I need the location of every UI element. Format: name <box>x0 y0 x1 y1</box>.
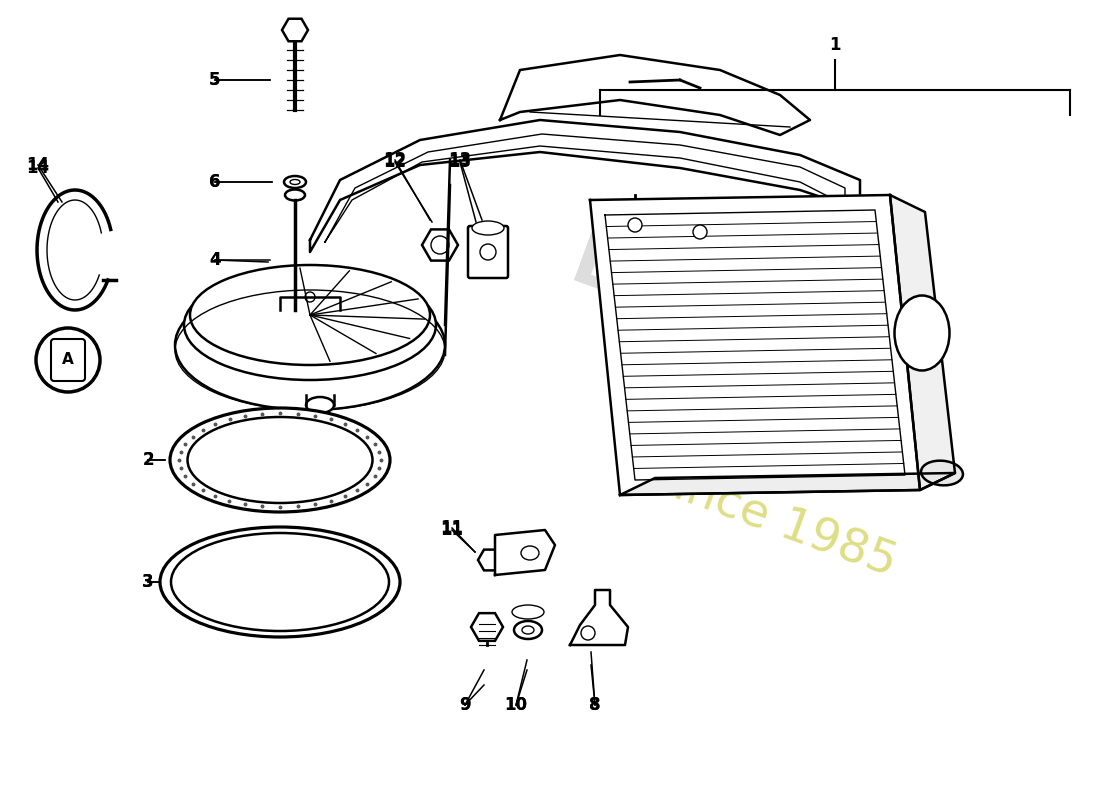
Text: 14: 14 <box>26 156 50 174</box>
Text: 5: 5 <box>209 71 221 89</box>
Text: 2: 2 <box>142 451 154 469</box>
Text: 11: 11 <box>440 521 463 539</box>
Text: 13: 13 <box>449 153 472 171</box>
Ellipse shape <box>170 533 389 631</box>
Ellipse shape <box>184 270 436 380</box>
Text: 13: 13 <box>449 151 472 169</box>
Text: 4: 4 <box>209 251 221 269</box>
Polygon shape <box>590 195 920 495</box>
Text: 10: 10 <box>505 696 528 714</box>
Ellipse shape <box>306 397 334 413</box>
Circle shape <box>807 294 823 310</box>
Ellipse shape <box>284 176 306 188</box>
Text: A: A <box>62 353 74 367</box>
Text: 6: 6 <box>209 173 221 191</box>
Circle shape <box>628 218 642 232</box>
Text: 1: 1 <box>829 36 840 54</box>
Text: a passion for: a passion for <box>604 366 870 498</box>
Text: 9: 9 <box>459 696 471 714</box>
Polygon shape <box>570 590 628 645</box>
Ellipse shape <box>160 527 400 637</box>
Ellipse shape <box>472 221 504 235</box>
Polygon shape <box>620 473 955 495</box>
Circle shape <box>693 225 707 239</box>
Ellipse shape <box>170 408 390 512</box>
Text: 4: 4 <box>209 251 221 269</box>
Text: 6: 6 <box>209 173 221 191</box>
Circle shape <box>832 237 848 253</box>
Ellipse shape <box>512 605 544 619</box>
Ellipse shape <box>285 190 305 201</box>
Text: 3: 3 <box>142 573 154 591</box>
Ellipse shape <box>190 265 430 365</box>
Circle shape <box>36 328 100 392</box>
Text: 10: 10 <box>505 696 528 714</box>
Text: 12: 12 <box>384 151 407 169</box>
Text: 12: 12 <box>384 153 407 171</box>
FancyBboxPatch shape <box>51 339 85 381</box>
Ellipse shape <box>514 621 542 639</box>
Text: Europes: Europes <box>561 226 913 414</box>
Polygon shape <box>495 530 556 575</box>
Ellipse shape <box>175 280 446 410</box>
Text: 3: 3 <box>142 573 154 591</box>
Text: since 1985: since 1985 <box>645 454 903 586</box>
Text: 5: 5 <box>209 71 221 89</box>
Text: 11: 11 <box>440 519 463 537</box>
Text: 14: 14 <box>26 159 50 177</box>
Text: 2: 2 <box>142 451 154 469</box>
FancyBboxPatch shape <box>468 226 508 278</box>
Ellipse shape <box>921 461 962 486</box>
Text: 8: 8 <box>590 696 601 714</box>
Ellipse shape <box>894 295 949 370</box>
Polygon shape <box>890 195 955 490</box>
Ellipse shape <box>187 417 373 503</box>
Text: 9: 9 <box>459 696 471 714</box>
Text: 8: 8 <box>590 696 601 714</box>
